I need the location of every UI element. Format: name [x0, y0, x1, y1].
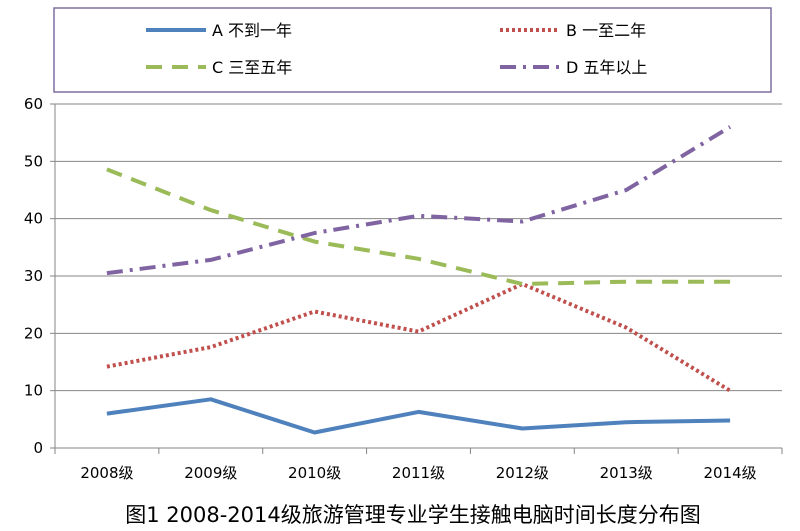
- series-line-c: [106, 167, 731, 286]
- x-tick-label: 2010级: [288, 464, 341, 482]
- x-tick-label: 2009级: [184, 464, 237, 482]
- grid-lines: [55, 103, 782, 392]
- y-tick-label: 20: [24, 324, 43, 342]
- series-line-b: [106, 282, 732, 393]
- legend-label: A 不到一年: [212, 21, 292, 40]
- legend: A 不到一年 B 一至二年 C 三至五年 D 五年以上: [53, 7, 772, 93]
- axes: 0 10 20 30 40 50 60 2008级 2009级 2010级 2011级 2012级 20…: [24, 95, 783, 482]
- y-tick-label: 0: [33, 439, 43, 457]
- series-lines: [106, 125, 732, 435]
- legend-label: C 三至五年: [212, 58, 292, 77]
- y-tick-label: 10: [24, 382, 43, 400]
- x-tick-label: 2012级: [496, 464, 549, 482]
- x-tick-label: 2014级: [703, 464, 756, 482]
- x-tick-label: 2011级: [392, 464, 445, 482]
- y-tick-label: 40: [24, 210, 43, 228]
- y-tick-label: 30: [24, 267, 43, 285]
- legend-label: D 五年以上: [566, 58, 647, 77]
- series-line-d: [106, 125, 732, 276]
- series-line-a: [106, 397, 731, 435]
- legend-box: [53, 7, 772, 93]
- x-tick-label: 2013级: [600, 464, 653, 482]
- x-tick-label: 2008级: [80, 464, 133, 482]
- chart-caption: 图1 2008-2014级旅游管理专业学生接触电脑时间长度分布图: [125, 503, 701, 527]
- y-tick-label: 50: [24, 152, 43, 170]
- legend-label: B 一至二年: [566, 21, 646, 40]
- y-tick-label: 60: [24, 95, 43, 113]
